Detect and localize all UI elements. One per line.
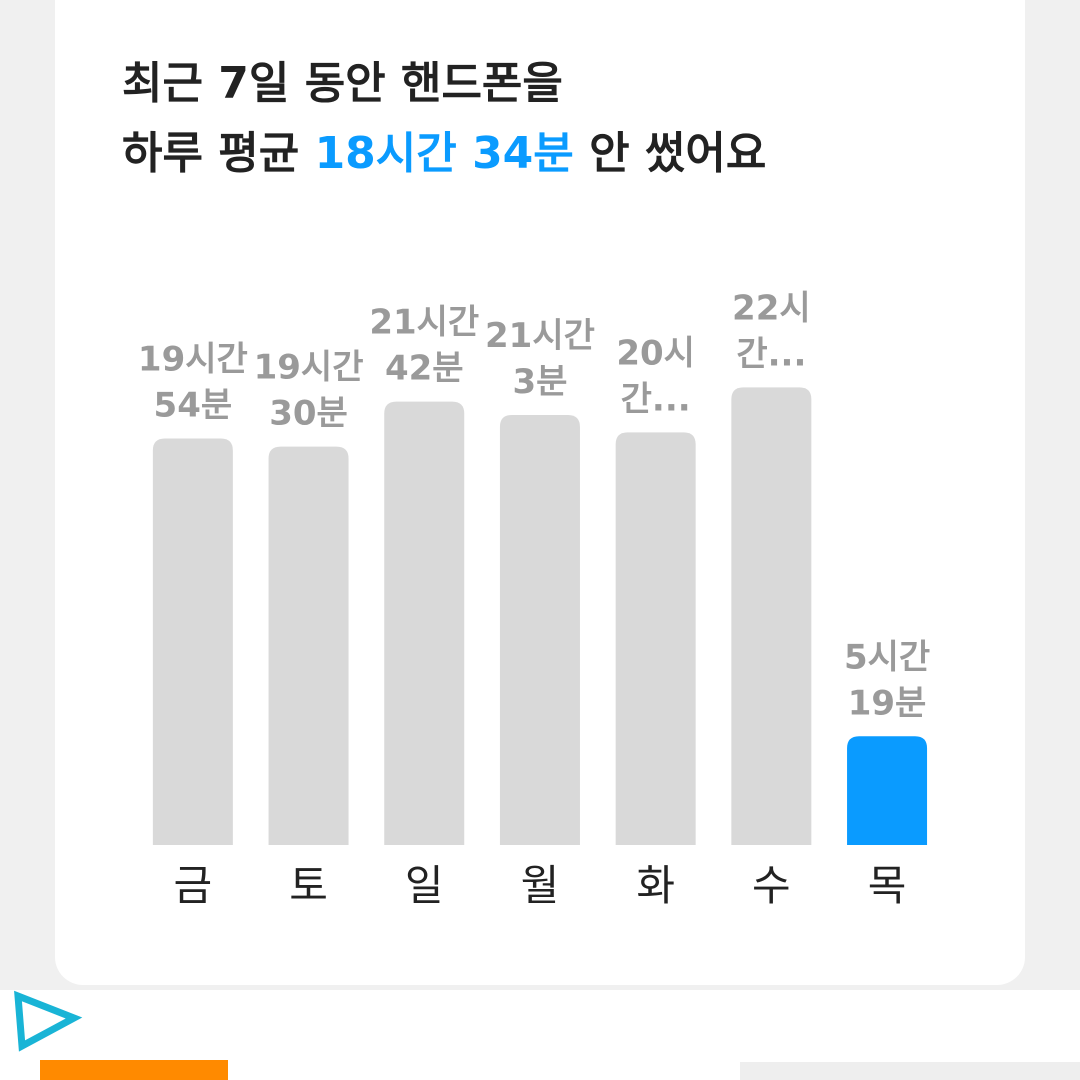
subtitle-part: 안 썼어요: [574, 128, 767, 179]
x-tick-label: 수: [752, 861, 791, 910]
value-label: 19시간 30분: [254, 348, 364, 434]
value-label: 22시 간...: [732, 288, 811, 374]
value-label: 19시간 54분: [138, 339, 248, 425]
chart-title: 최근 7일 동안 핸드폰을: [122, 58, 563, 109]
value-label: 5시간 19분: [844, 637, 930, 723]
logo: [14, 990, 83, 1052]
chart-subtitle: 하루 평균 18시간 34분 안 썼어요: [122, 128, 766, 179]
thumbnail: [740, 1062, 1080, 1080]
x-tick-label: 금: [174, 861, 213, 910]
x-tick-label: 토: [289, 861, 328, 910]
x-tick-label: 화: [636, 861, 675, 910]
thumbnail: [40, 1060, 228, 1080]
bar: [152, 438, 233, 845]
bar: [384, 401, 465, 845]
bar: [615, 432, 696, 845]
value-label: 21시간 3분: [485, 316, 595, 402]
x-tick-label: 월: [521, 861, 560, 910]
x-tick-label: 일: [405, 861, 444, 910]
bar: [847, 736, 928, 845]
bar: [268, 446, 349, 845]
x-tick-label: 목: [868, 861, 907, 910]
value-label: 21시간 42분: [369, 303, 479, 389]
bar: [731, 387, 812, 845]
subtitle-part: 하루 평균: [122, 128, 315, 179]
bar: [499, 414, 580, 845]
subtitle-part: 18시간 34분: [315, 128, 574, 179]
value-label: 20시 간...: [616, 333, 695, 419]
